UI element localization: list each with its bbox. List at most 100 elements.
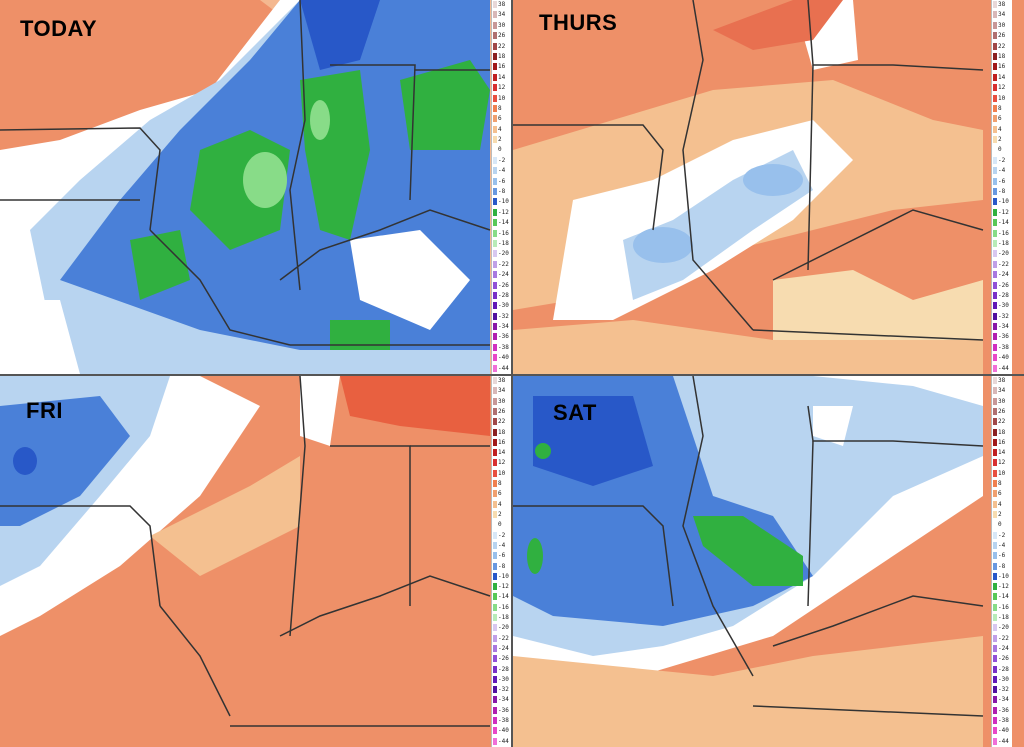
scale-label: 34	[498, 11, 506, 19]
scale-tick: 10	[992, 94, 1012, 103]
scale-label: 0	[498, 521, 502, 529]
scale-tick: 2	[492, 135, 511, 144]
scale-swatch	[493, 500, 497, 508]
scale-label: 12	[498, 84, 506, 92]
scale-swatch	[493, 665, 497, 673]
scale-swatch	[993, 52, 997, 60]
scale-label: -24	[998, 644, 1009, 652]
scale-tick: -20	[992, 249, 1012, 258]
scale-swatch	[993, 397, 997, 405]
scale-label: -18	[498, 239, 509, 247]
scale-label: 8	[498, 480, 502, 488]
scale-swatch	[993, 696, 997, 704]
scale-swatch	[993, 21, 997, 29]
scale-swatch	[993, 552, 997, 560]
scale-swatch	[993, 32, 997, 40]
scale-swatch	[993, 706, 997, 714]
scale-swatch	[993, 104, 997, 112]
scale-tick: -22	[492, 634, 511, 643]
scale-label: -32	[998, 686, 1009, 694]
scale-tick: 26	[992, 31, 1012, 40]
scale-tick: 22	[992, 417, 1012, 426]
scale-label: -30	[498, 675, 509, 683]
scale-swatch	[493, 655, 497, 663]
scale-tick: 16	[992, 438, 1012, 447]
scale-swatch	[493, 156, 497, 164]
scale-swatch	[993, 167, 997, 175]
scale-swatch	[993, 634, 997, 642]
scale-tick: -44	[492, 737, 511, 746]
scale-tick: 4	[492, 125, 511, 134]
scale-tick: -14	[992, 592, 1012, 601]
scale-swatch	[493, 354, 497, 362]
scale-tick: -12	[492, 208, 511, 217]
scale-label: -4	[998, 167, 1006, 175]
scale-label: 12	[998, 84, 1006, 92]
scale-label: -22	[498, 260, 509, 268]
scale-label: -44	[498, 737, 509, 745]
scale-label: -4	[998, 541, 1006, 549]
scale-swatch	[493, 260, 497, 268]
scale-tick: -28	[492, 291, 511, 300]
scale-label: -8	[998, 188, 1006, 195]
scale-tick: -30	[992, 675, 1012, 684]
scale-label: -32	[498, 686, 509, 694]
panel-title-fri: FRI	[26, 398, 63, 423]
scale-swatch	[493, 115, 497, 123]
scale-swatch	[493, 572, 497, 580]
panel-title-thurs: THURS	[539, 10, 618, 35]
scale-tick: -32	[992, 685, 1012, 694]
scale-label: -36	[998, 333, 1009, 341]
scale-tick: -8	[992, 187, 1012, 196]
scale-tick: -38	[992, 716, 1012, 725]
scale-label: -40	[998, 727, 1009, 735]
scale-tick: -12	[492, 582, 511, 591]
scale-swatch	[493, 11, 497, 19]
scale-tick: -18	[492, 613, 511, 622]
scale-tick: 18	[992, 52, 1012, 61]
scale-swatch	[493, 229, 497, 237]
scale-label: 2	[998, 510, 1002, 518]
scale-swatch	[493, 562, 497, 570]
scale-tick: -24	[492, 270, 511, 279]
scale-swatch	[993, 302, 997, 310]
scale-swatch	[493, 459, 497, 467]
scale-label: 6	[498, 115, 502, 123]
scale-label: -8	[498, 188, 506, 195]
scale-label: 4	[998, 125, 1002, 133]
scale-label: -16	[998, 603, 1009, 611]
scale-tick: 4	[992, 125, 1012, 134]
scale-swatch	[493, 125, 497, 133]
scale-swatch	[493, 583, 497, 591]
scale-tick: -20	[992, 623, 1012, 632]
scale-tick: 6	[492, 489, 511, 498]
scale-tick: 10	[992, 469, 1012, 478]
scale-label: -20	[998, 624, 1009, 632]
scale-tick: 18	[992, 428, 1012, 437]
scale-swatch	[993, 1, 997, 8]
scale-swatch	[993, 614, 997, 622]
scale-tick: -12	[992, 582, 1012, 591]
scale-tick: -18	[992, 613, 1012, 622]
scale-tick: 12	[992, 458, 1012, 467]
scale-label: 0	[998, 146, 1002, 154]
scale-tick: -6	[492, 551, 511, 560]
scale-label: 18	[998, 428, 1006, 436]
scale-tick: -40	[492, 726, 511, 735]
scale-label: 8	[498, 104, 502, 112]
scale-swatch	[993, 603, 997, 611]
scale-tick: -10	[492, 572, 511, 581]
scale-swatch	[993, 572, 997, 580]
scale-swatch	[493, 737, 497, 745]
scale-tick: 30	[492, 397, 511, 406]
scale-tick: 2	[992, 510, 1012, 519]
scale-tick: -36	[992, 332, 1012, 341]
scale-tick: -20	[492, 249, 511, 258]
scale-tick: 12	[992, 83, 1012, 92]
scale-label: -24	[998, 271, 1009, 279]
scale-swatch	[993, 63, 997, 71]
scale-label: -6	[498, 177, 506, 185]
panel-fri: FRI 38 34 30 26 22 18 16 14 12 10 8 6 4 2 0 -2 -4 -6 -8 -10…	[0, 376, 511, 747]
scale-label: -20	[498, 624, 509, 632]
scale-label: -18	[998, 239, 1009, 247]
